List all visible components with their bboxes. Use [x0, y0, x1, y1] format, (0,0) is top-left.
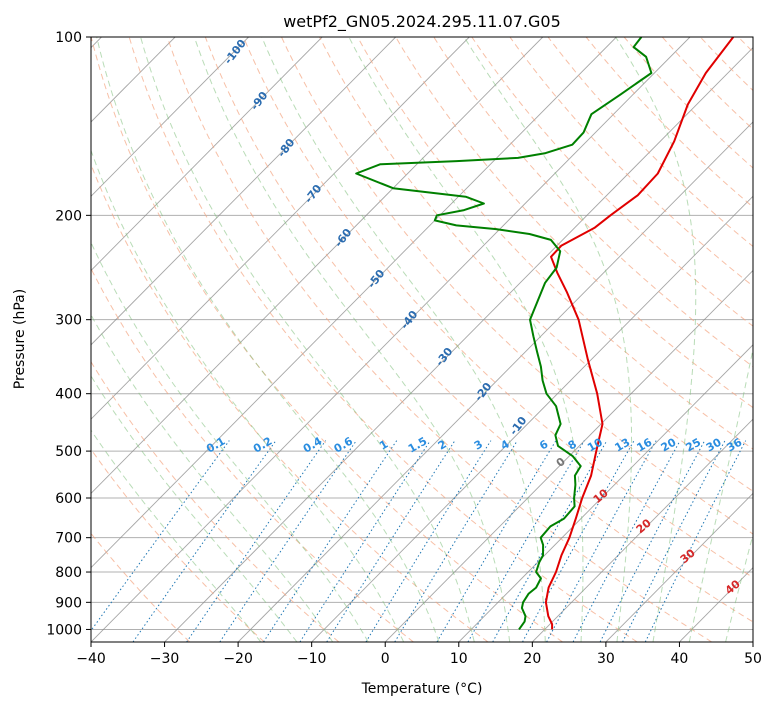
isotherm-line	[458, 344, 753, 642]
mixing-ratio-line	[394, 440, 518, 642]
isotherm-line	[384, 269, 753, 642]
mixing-ratio-line	[522, 440, 635, 642]
x-axis-ticks: −40 −30 −20 −10 0 10 20 30 40 50	[76, 642, 762, 667]
dry-adiabat-line	[319, 37, 753, 492]
moist-adiabat-line	[96, 37, 440, 642]
mixing-ratio-line	[622, 440, 726, 642]
moist-adiabat-line	[348, 37, 584, 642]
moist-adiabat-line	[91, 241, 369, 642]
dry-adiabat-line	[91, 267, 414, 642]
mixing-ratio-line	[219, 440, 357, 642]
moist-adiabat-line	[688, 346, 753, 642]
temperature-profile-line	[544, 37, 735, 630]
isotherm-line	[237, 121, 753, 642]
x-tick-label: −20	[223, 651, 253, 667]
moist-adiabat-line	[193, 37, 511, 642]
x-tick-label: 20	[523, 651, 541, 667]
isotherm-line	[91, 37, 323, 272]
isotherm-line	[164, 46, 753, 642]
mixing-ratio-line	[299, 440, 431, 642]
mixing-ratio-line	[436, 440, 557, 642]
isotherm-line	[91, 37, 544, 495]
x-tick-label: 50	[744, 651, 762, 667]
mixing-ratio-line	[365, 440, 492, 642]
dry-adiabat-line	[91, 448, 265, 642]
moist-adiabat-line	[140, 37, 475, 642]
x-tick-label: 10	[450, 651, 468, 667]
moist-adiabat-line	[725, 533, 753, 642]
dry-adiabat-line	[91, 37, 563, 642]
mixing-ratio-line	[546, 440, 657, 642]
mixing-ratio-line	[326, 440, 456, 642]
moist-adiabat-line	[261, 37, 546, 642]
mixing-ratio-line	[263, 440, 398, 642]
dry-adiabat-line	[204, 37, 753, 623]
x-tick-label: −40	[76, 651, 106, 667]
moist-adiabat-line	[91, 313, 334, 642]
mixing-ratio-line	[492, 440, 608, 642]
x-tick-label: 30	[597, 651, 615, 667]
y-axis-ticks: 1000 900 800 700 600 500 400 300 200 100	[46, 30, 91, 638]
dry-adiabat-line	[281, 37, 753, 535]
isotherm-line	[531, 418, 753, 642]
dry-adiabat-line	[395, 37, 753, 409]
chart-title: wetPf2_GN05.2024.295.11.07.G05	[283, 12, 561, 32]
dry-adiabat-line	[128, 37, 638, 642]
x-tick-label: −30	[150, 651, 180, 667]
y-tick-label: 700	[55, 531, 82, 547]
y-tick-label: 1000	[46, 622, 82, 638]
dry-adiabat-line	[433, 37, 753, 368]
grid-layer	[91, 37, 753, 642]
y-tick-label: 100	[55, 30, 82, 46]
background-lines	[91, 37, 753, 642]
dry-adiabat-line	[509, 37, 753, 287]
moist-adiabat-line	[91, 429, 262, 642]
dry-adiabat-line	[166, 37, 713, 642]
x-axis-title: Temperature (°C)	[361, 681, 483, 697]
y-tick-label: 300	[55, 313, 82, 329]
moist-adiabat-line	[91, 375, 298, 642]
y-tick-label: 600	[55, 491, 82, 507]
dry-adiabat-line	[91, 360, 340, 642]
isotherm-line	[91, 37, 617, 569]
isotherm-line	[91, 37, 470, 420]
y-tick-label: 500	[55, 444, 82, 460]
isotherm-line	[91, 37, 249, 197]
isotherm-line	[605, 492, 753, 642]
dewpoint-profile-line	[355, 37, 653, 630]
mixing-ratio-line	[186, 440, 327, 642]
x-tick-label: −10	[297, 651, 327, 667]
y-tick-label: 200	[55, 208, 82, 224]
isotherm-line	[91, 37, 691, 642]
plot-frame	[90, 36, 754, 643]
y-tick-label: 800	[55, 565, 82, 581]
y-tick-label: 400	[55, 387, 82, 403]
x-tick-label: 0	[381, 651, 390, 667]
moist-adiabat-line	[615, 37, 697, 642]
x-tick-label: 40	[671, 651, 689, 667]
mixing-ratio-line	[644, 440, 747, 642]
dry-adiabat-line	[471, 37, 753, 327]
y-tick-label: 900	[55, 595, 82, 611]
moist-adiabat-line	[91, 149, 405, 642]
mixing-ratio-line	[467, 440, 585, 642]
mixing-ratio-line	[91, 440, 230, 632]
y-axis-title: Pressure (hPa)	[12, 289, 28, 389]
profile-series	[355, 37, 735, 630]
isotherm-line	[91, 37, 397, 346]
dry-adiabat-line	[242, 37, 753, 579]
